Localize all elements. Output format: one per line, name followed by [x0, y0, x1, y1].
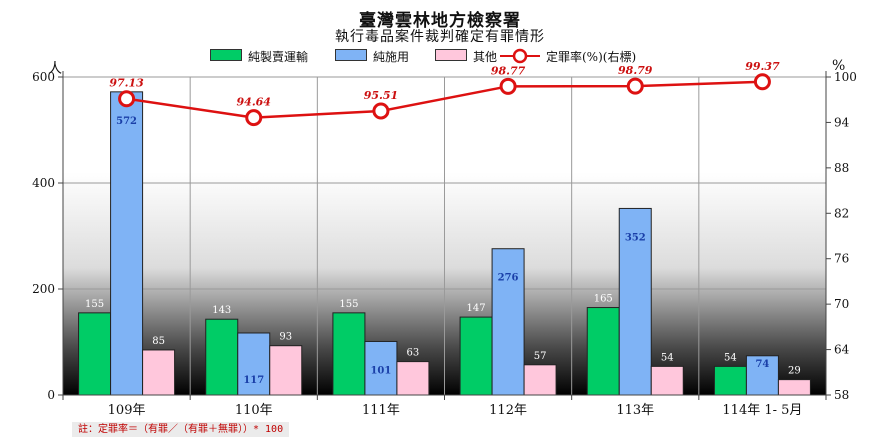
bar-other: [777, 379, 811, 396]
legend-label-manufacture: 純製賣運輸: [248, 50, 309, 64]
rate-label: 99.37: [745, 60, 780, 73]
rate-point: [626, 77, 644, 95]
data-label-other: 93: [279, 332, 292, 343]
bar-manufacture: [205, 318, 239, 396]
data-label-manufacture: 155: [339, 299, 358, 310]
data-label-use: 276: [498, 273, 519, 284]
bar-other: [523, 364, 557, 396]
left-tick-label: 400: [32, 176, 55, 190]
data-label-other: 54: [661, 352, 674, 363]
data-label-use: 74: [755, 359, 769, 370]
data-label-other: 85: [152, 336, 165, 347]
rate-point: [753, 73, 771, 91]
bar-other: [269, 345, 303, 396]
rate-point: [118, 90, 136, 108]
bar-use: [491, 248, 525, 396]
legend-item-rate: 定罪率(%)(右標): [500, 47, 690, 65]
data-label-use: 352: [625, 232, 646, 243]
legend-label-rate: 定罪率(%)(右標): [546, 50, 637, 64]
data-label-use: 572: [116, 116, 137, 127]
bar-use: [745, 355, 779, 396]
rate-label: 98.79: [618, 64, 653, 77]
data-label-manufacture: 54: [724, 352, 737, 363]
legend-swatch-other: [435, 49, 467, 61]
rate-point: [372, 102, 390, 120]
axes-layer: 0 200 400 600 58 64 70 76 82 88 94 100 109年 110年 111年 1…: [32, 70, 857, 418]
rate-point: [499, 77, 517, 95]
x-tick-label: 109年: [108, 403, 146, 418]
left-axis-unit: 人: [48, 61, 62, 77]
right-tick-label: 88: [834, 161, 849, 175]
rate-line-layer: [118, 73, 771, 127]
rate-label: 95.51: [364, 89, 398, 102]
data-label-use: 101: [370, 365, 391, 376]
bar-manufacture: [459, 316, 493, 396]
right-axis-unit: %: [832, 58, 846, 74]
right-tick-label: 82: [834, 206, 849, 220]
bar-other: [650, 365, 684, 396]
data-label-other: 29: [788, 366, 801, 377]
bar-manufacture: [586, 307, 620, 396]
right-tick-label: 94: [834, 115, 850, 129]
data-label-manufacture: 147: [467, 303, 486, 314]
bar-other: [142, 349, 176, 396]
legend-swatch-manufacture: [210, 49, 242, 61]
rate-point: [245, 109, 263, 127]
footnote: 註：定罪率＝（有罪／（有罪＋無罪））* 100: [72, 422, 290, 437]
data-label-manufacture: 155: [85, 299, 104, 310]
data-label-manufacture: 165: [594, 294, 613, 305]
legend-marker-rate: [500, 48, 540, 64]
legend-label-use: 純施用: [373, 50, 410, 64]
data-label-use: 117: [243, 375, 264, 386]
rate-label: 98.77: [491, 64, 526, 77]
chart-legend: 純製賣運輸 純施用 其他 定罪率(%)(右標): [0, 47, 880, 65]
bar-other: [396, 361, 430, 396]
bar-use: [364, 340, 398, 396]
rate-line: [126, 80, 763, 119]
chart-title: 臺灣雲林地方檢察署: [359, 11, 521, 31]
left-tick-label: 600: [32, 70, 55, 84]
right-tick-label: 70: [834, 297, 849, 311]
left-tick-label: 0: [47, 388, 55, 402]
legend-swatch-use: [335, 49, 367, 61]
labels-layer: 155 143 155 147 165 54 572 117 101 276 352 74 85 93 63…: [85, 60, 801, 386]
legend-item-other: 其他: [435, 47, 515, 65]
data-label-other: 57: [534, 351, 547, 362]
right-tick-label: 64: [834, 343, 850, 357]
bars-layer: [78, 91, 811, 396]
bar-manufacture: [713, 365, 747, 396]
x-tick-label: 113年: [616, 403, 654, 418]
rate-label: 97.13: [109, 77, 144, 90]
x-tick-label: 111年: [362, 403, 400, 418]
x-tick-label: 110年: [235, 403, 273, 418]
legend-label-other: 其他: [473, 50, 498, 64]
bar-use: [110, 91, 144, 396]
data-label-other: 63: [407, 348, 420, 359]
bar-use: [618, 207, 652, 396]
right-tick-label: 76: [834, 252, 849, 266]
right-tick-label: 58: [834, 388, 849, 402]
rate-label: 94.64: [237, 96, 271, 109]
bar-manufacture: [78, 312, 112, 396]
x-tick-label: 112年: [489, 403, 527, 418]
chart-subtitle: 執行毒品案件裁判確定有罪情形: [335, 29, 545, 45]
legend-item-use: 純施用: [335, 47, 435, 65]
left-tick-label: 200: [32, 282, 55, 296]
legend-item-manufacture: 純製賣運輸: [210, 47, 330, 65]
data-label-manufacture: 143: [212, 305, 231, 316]
bar-manufacture: [332, 312, 366, 396]
x-tick-label: 114年 1- 5月: [722, 403, 802, 418]
right-tick-label: 100: [834, 70, 857, 84]
grid-lines: [63, 76, 826, 395]
